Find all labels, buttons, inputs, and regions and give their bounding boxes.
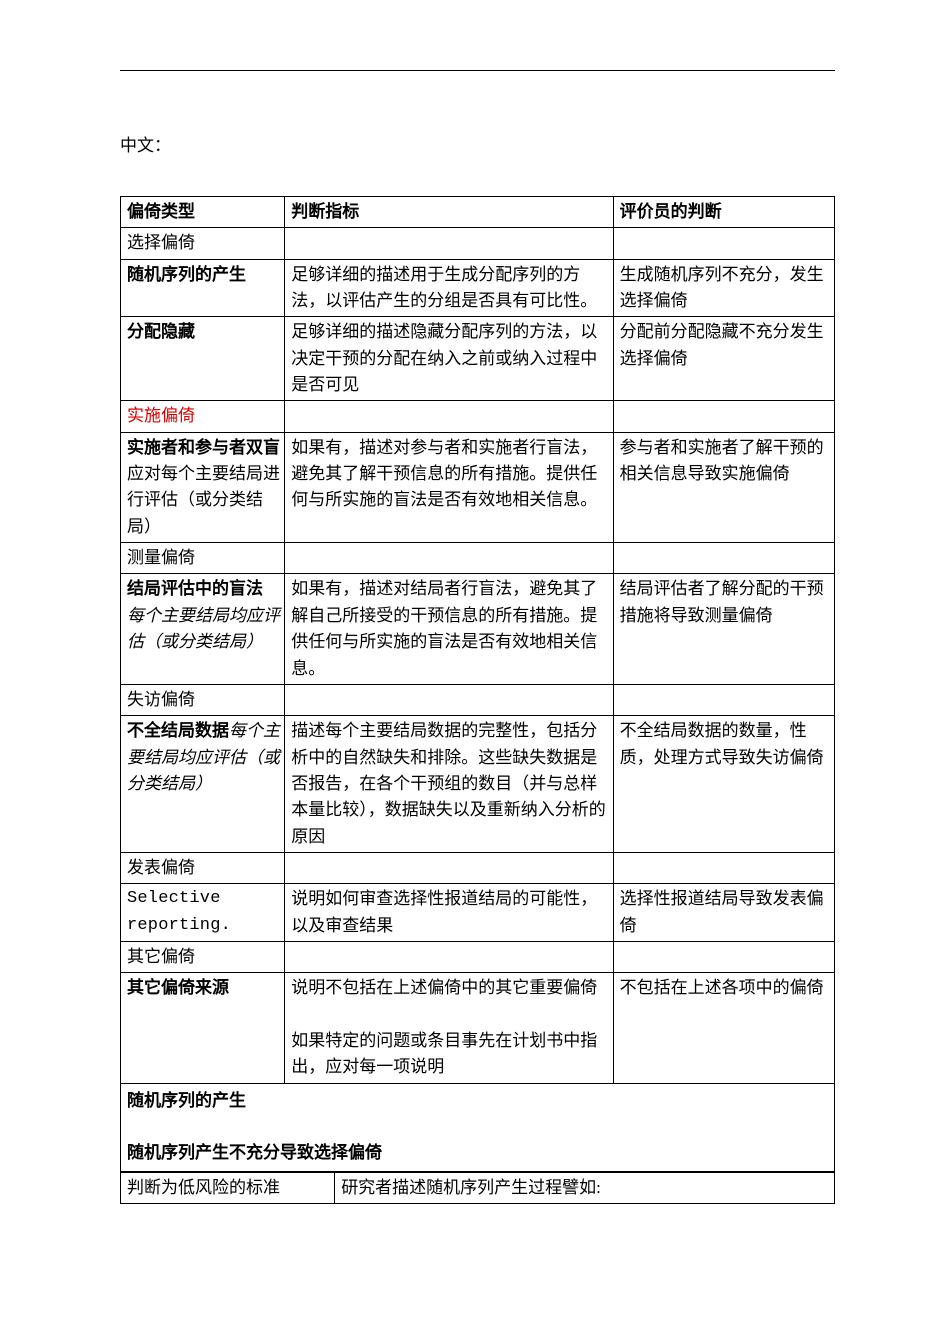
cell-blind1-indicator: 如果有，描述对参与者和实施者行盲法，避免其了解干预信息的所有措施。提供任何与所实… — [285, 432, 613, 542]
row-incomplete-data: 不全结局数据每个主要结局均应评估（或分类结局） 描述每个主要结局数据的完整性，包… — [121, 716, 835, 853]
cell-selective-b: reporting. — [127, 916, 231, 935]
cell-blind1-judge: 参与者和实施者了解干预的相关信息导致实施偏倚 — [613, 432, 834, 542]
cell-full-heading: 随机序列的产生 随机序列产生不充分导致选择偏倚 — [121, 1083, 835, 1171]
cell-blind2-title: 结局评估中的盲法 每个主要结局均应评估（或分类结局） — [121, 574, 285, 684]
row-other-sources: 其它偏倚来源 说明不包括在上述偏倚中的其它重要偏倚如果特定的问题或条目事先在计划… — [121, 973, 835, 1083]
cell-selective-a: Selective — [127, 889, 221, 908]
row-selection-bias: 选择偏倚 — [121, 228, 835, 259]
cell-attrition-bias: 失访偏倚 — [121, 684, 285, 715]
header-indicator: 判断指标 — [285, 197, 613, 228]
cell-other-indicator-a: 说明不包括在上述偏倚中的其它重要偏倚 — [291, 978, 597, 997]
cell-incomp-title: 不全结局数据每个主要结局均应评估（或分类结局） — [121, 716, 285, 853]
cell-blind1-title: 实施者和参与者双盲 应对每个主要结局进行评估（或分类结局） — [121, 432, 285, 542]
cell-blind2-title-bold: 结局评估中的盲法 — [127, 579, 263, 598]
cell-selective-judge: 选择性报道结局导致发表偏倚 — [613, 884, 834, 942]
cell-blind2-judge: 结局评估者了解分配的干预措施将导致测量偏倚 — [613, 574, 834, 684]
cell-detection-bias: 测量偏倚 — [121, 543, 285, 574]
bias-table: 偏倚类型 判断指标 评价员的判断 选择偏倚 随机序列的产生 足够详细的描述用于生… — [120, 196, 835, 1172]
row-detection-bias: 测量偏倚 — [121, 543, 835, 574]
row-performance-bias: 实施偏倚 — [121, 401, 835, 432]
cell-alloc-indicator: 足够详细的描述隐藏分配序列的方法，以决定干预的分配在纳入之前或纳入过程中是否可见 — [285, 317, 613, 401]
cell-rand-judge: 生成随机序列不充分，发生选择偏倚 — [613, 259, 834, 317]
cell-selective-title: Selective reporting. — [121, 884, 285, 942]
row-attrition-bias: 失访偏倚 — [121, 684, 835, 715]
cell-other-judge: 不包括在上述各项中的偏倚 — [613, 973, 834, 1083]
row-blinding-outcome: 结局评估中的盲法 每个主要结局均应评估（或分类结局） 如果有，描述对结局者行盲法… — [121, 574, 835, 684]
criteria-label: 判断为低风险的标准 — [121, 1172, 335, 1203]
criteria-table: 判断为低风险的标准 研究者描述随机序列产生过程譬如: — [120, 1172, 835, 1204]
cell-performance-bias: 实施偏倚 — [121, 401, 285, 432]
cell-incomp-indicator: 描述每个主要结局数据的完整性，包括分析中的自然缺失和排除。这些缺失数据是否报告，… — [285, 716, 613, 853]
page-top-rule — [120, 70, 835, 71]
header-judgement: 评价员的判断 — [613, 197, 834, 228]
full-heading-2: 随机序列产生不充分导致选择偏倚 — [127, 1143, 382, 1162]
criteria-row: 判断为低风险的标准 研究者描述随机序列产生过程譬如: — [121, 1172, 835, 1203]
row-reporting-bias: 发表偏倚 — [121, 852, 835, 883]
row-allocation: 分配隐藏 足够详细的描述隐藏分配序列的方法，以决定干预的分配在纳入之前或纳入过程… — [121, 317, 835, 401]
cell-empty — [285, 684, 613, 715]
criteria-text: 研究者描述随机序列产生过程譬如: — [335, 1172, 835, 1203]
cell-empty — [613, 228, 834, 259]
cell-empty — [613, 941, 834, 972]
cell-blind2-title-rest: 每个主要结局均应评估（或分类结局） — [127, 606, 280, 651]
cell-reporting-bias: 发表偏倚 — [121, 852, 285, 883]
cell-alloc-judge: 分配前分配隐藏不充分发生选择偏倚 — [613, 317, 834, 401]
cell-selection-bias: 选择偏倚 — [121, 228, 285, 259]
cell-other-indicator-b: 如果特定的问题或条目事先在计划书中指出，应对每一项说明 — [291, 1031, 597, 1076]
cell-empty — [613, 852, 834, 883]
cell-other-title: 其它偏倚来源 — [121, 973, 285, 1083]
cell-empty — [285, 228, 613, 259]
row-other-bias: 其它偏倚 — [121, 941, 835, 972]
cell-alloc-title: 分配隐藏 — [121, 317, 285, 401]
row-selective-reporting: Selective reporting. 说明如何审查选择性报道结局的可能性，以及… — [121, 884, 835, 942]
row-blinding-participants: 实施者和参与者双盲 应对每个主要结局进行评估（或分类结局） 如果有，描述对参与者… — [121, 432, 835, 542]
cell-rand-indicator: 足够详细的描述用于生成分配序列的方法，以评估产生的分组是否具有可比性。 — [285, 259, 613, 317]
cell-other-indicator: 说明不包括在上述偏倚中的其它重要偏倚如果特定的问题或条目事先在计划书中指出，应对… — [285, 973, 613, 1083]
cell-empty — [285, 401, 613, 432]
header-bias-type: 偏倚类型 — [121, 197, 285, 228]
cell-empty — [285, 852, 613, 883]
cell-empty — [613, 684, 834, 715]
cell-empty — [285, 941, 613, 972]
cell-other-bias: 其它偏倚 — [121, 941, 285, 972]
header-row: 偏倚类型 判断指标 评价员的判断 — [121, 197, 835, 228]
full-heading-1: 随机序列的产生 — [127, 1091, 246, 1110]
row-full-heading: 随机序列的产生 随机序列产生不充分导致选择偏倚 — [121, 1083, 835, 1171]
cell-incomp-judge: 不全结局数据的数量，性质，处理方式导致失访偏倚 — [613, 716, 834, 853]
cell-selective-indicator: 说明如何审查选择性报道结局的可能性，以及审查结果 — [285, 884, 613, 942]
cell-incomp-title-bold: 不全结局数据 — [127, 721, 229, 740]
cell-empty — [613, 543, 834, 574]
intro-label: 中文： — [120, 131, 835, 156]
cell-empty — [285, 543, 613, 574]
cell-empty — [613, 401, 834, 432]
cell-blind1-title-rest: 应对每个主要结局进行评估（或分类结局） — [127, 464, 280, 536]
cell-blind1-title-bold: 实施者和参与者双盲 — [127, 438, 280, 457]
cell-rand-title: 随机序列的产生 — [121, 259, 285, 317]
row-random-sequence: 随机序列的产生 足够详细的描述用于生成分配序列的方法，以评估产生的分组是否具有可… — [121, 259, 835, 317]
cell-blind2-indicator: 如果有，描述对结局者行盲法，避免其了解自己所接受的干预信息的所有措施。提供任何与… — [285, 574, 613, 684]
